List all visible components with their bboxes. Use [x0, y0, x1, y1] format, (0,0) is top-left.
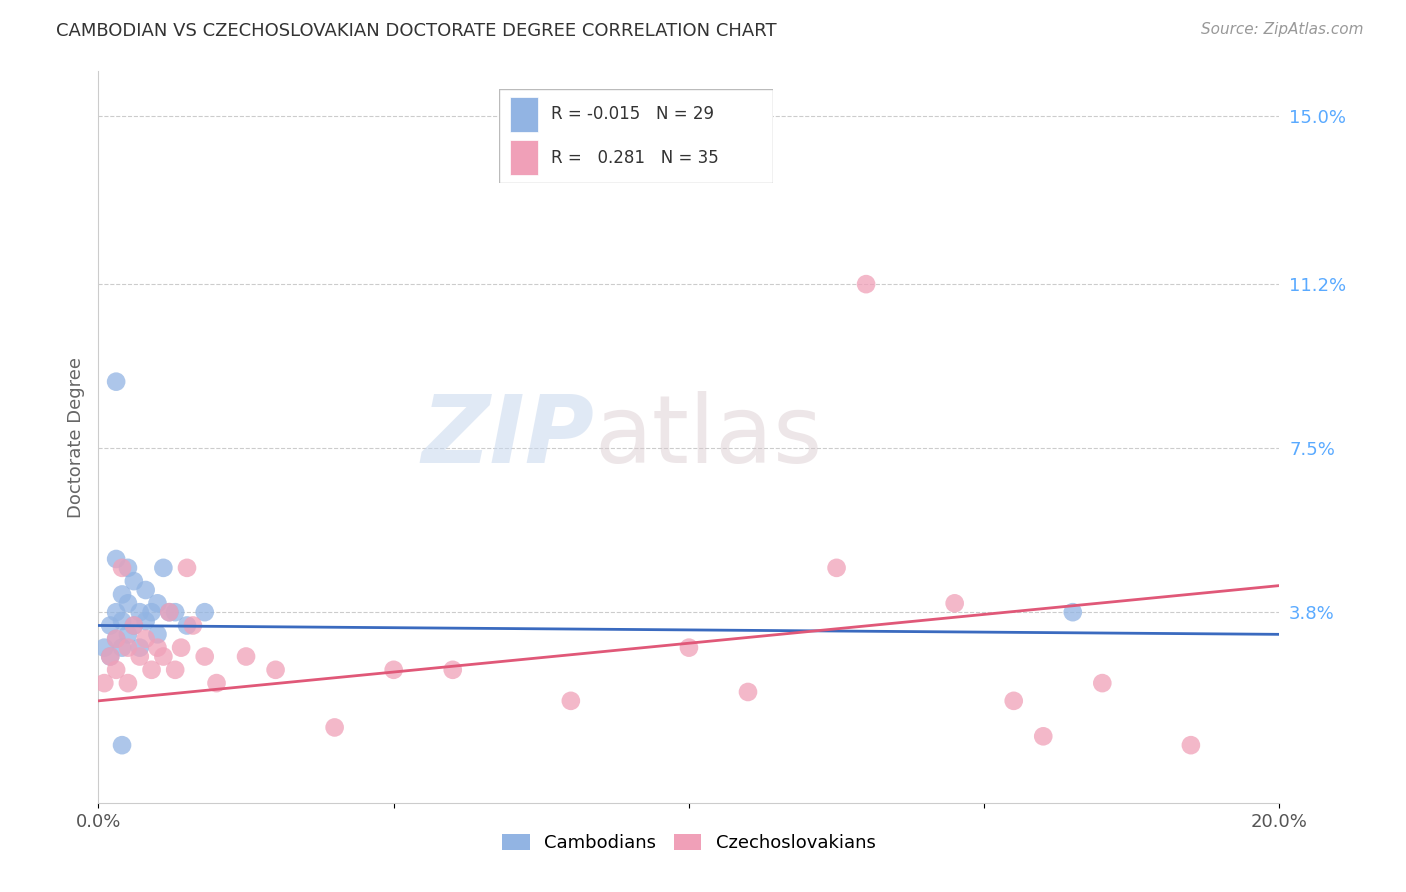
Legend: Cambodians, Czechoslovakians: Cambodians, Czechoslovakians [495, 827, 883, 860]
Text: CAMBODIAN VS CZECHOSLOVAKIAN DOCTORATE DEGREE CORRELATION CHART: CAMBODIAN VS CZECHOSLOVAKIAN DOCTORATE D… [56, 22, 778, 40]
Point [105, 663, 128, 677]
Point [165, 605, 187, 619]
Point [1062, 605, 1084, 619]
Point [157, 605, 180, 619]
Text: atlas: atlas [595, 391, 823, 483]
Point [176, 561, 198, 575]
Point [560, 694, 582, 708]
Point [117, 627, 139, 641]
Point [128, 649, 150, 664]
Point [825, 561, 848, 575]
Point [152, 649, 174, 664]
Point [111, 587, 134, 601]
Point [98, 649, 121, 664]
Text: Source: ZipAtlas.com: Source: ZipAtlas.com [1201, 22, 1364, 37]
Point [146, 640, 169, 655]
Point [1180, 738, 1202, 752]
Point [141, 605, 163, 619]
Point [122, 574, 145, 589]
Point [135, 632, 157, 646]
Y-axis label: Doctorate Degree: Doctorate Degree [66, 357, 84, 517]
Point [111, 614, 134, 628]
Point [117, 561, 139, 575]
Point [737, 685, 759, 699]
Point [194, 649, 217, 664]
Point [135, 582, 157, 597]
Text: R =   0.281   N = 35: R = 0.281 N = 35 [551, 149, 718, 167]
Point [105, 552, 128, 566]
Point [105, 632, 128, 646]
Point [382, 663, 405, 677]
Point [943, 596, 966, 610]
Point [98, 618, 121, 632]
Point [128, 605, 150, 619]
Point [117, 596, 139, 610]
Point [170, 640, 193, 655]
Point [93, 676, 115, 690]
Point [1032, 729, 1054, 743]
Point [105, 375, 128, 389]
Point [205, 676, 228, 690]
Point [194, 605, 217, 619]
Point [678, 640, 700, 655]
FancyBboxPatch shape [510, 96, 537, 132]
Point [181, 618, 204, 632]
Point [855, 277, 877, 292]
Point [235, 649, 257, 664]
FancyBboxPatch shape [499, 89, 773, 183]
Point [152, 561, 174, 575]
Point [98, 649, 121, 664]
Point [441, 663, 464, 677]
Point [165, 663, 187, 677]
Point [111, 561, 134, 575]
Point [146, 596, 169, 610]
Point [146, 627, 169, 641]
Point [111, 738, 134, 752]
Point [176, 618, 198, 632]
Point [122, 618, 145, 632]
FancyBboxPatch shape [510, 140, 537, 176]
Text: R = -0.015   N = 29: R = -0.015 N = 29 [551, 105, 714, 123]
Point [93, 640, 115, 655]
Point [122, 618, 145, 632]
Point [135, 614, 157, 628]
Text: ZIP: ZIP [422, 391, 595, 483]
Point [111, 640, 134, 655]
Point [117, 640, 139, 655]
Point [105, 605, 128, 619]
Point [105, 632, 128, 646]
Point [157, 605, 180, 619]
Point [1002, 694, 1025, 708]
Point [117, 676, 139, 690]
Point [264, 663, 287, 677]
Point [1091, 676, 1114, 690]
Point [128, 640, 150, 655]
Point [323, 721, 346, 735]
Point [141, 663, 163, 677]
